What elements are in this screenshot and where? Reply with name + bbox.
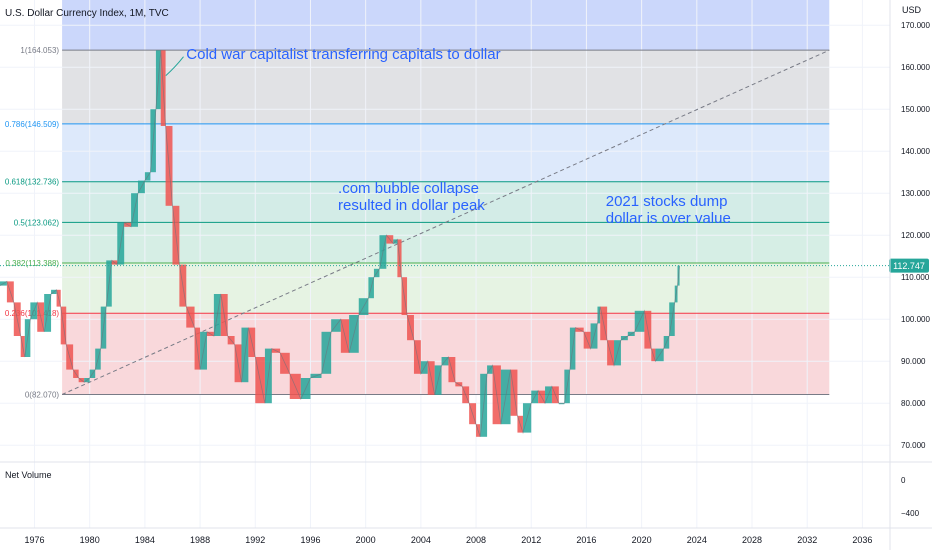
time-tick-label: 2008 [466,535,486,545]
annotation-text[interactable]: dollar is over value [606,210,731,227]
annotation-callout [165,56,184,76]
time-tick-label: 2024 [687,535,707,545]
fib-zone [62,181,830,223]
currency-label: USD [902,5,922,15]
time-tick-label: 1988 [190,535,210,545]
fib-zone [62,262,830,314]
net-volume-label: Net Volume [5,470,52,480]
time-tick-label: 1984 [135,535,155,545]
price-tick-label: 140.000 [901,147,930,156]
time-tick-label: 1976 [24,535,44,545]
fib-zone [62,123,830,182]
fib-levels: 1(164.053) 0.786(146.509) 0.618(132.736) 0.… [5,46,830,400]
time-tick-label: 2036 [852,535,872,545]
annotation-text[interactable]: Cold war capitalist transferring capital… [186,46,500,63]
price-bar [558,403,565,405]
time-tick-label: 2012 [521,535,541,545]
price-tick-label: 130.000 [901,189,930,198]
annotations[interactable]: Cold war capitalist transferring capital… [165,46,731,227]
price-tick-label: 90.000 [901,357,926,366]
last-price-label: 112.747 [893,261,925,271]
time-tick-label: 2020 [632,535,652,545]
price-tick-label: 120.000 [901,231,930,240]
annotation-text[interactable]: .com bubble collapse [338,180,479,197]
time-tick-label: 1992 [245,535,265,545]
grid [0,0,890,528]
volume-tick-label: −400 [901,509,920,518]
fib-zone [62,313,830,395]
annotation-text[interactable]: 2021 stocks dump [606,193,728,210]
fib-level-label: 0(82.070) [25,391,60,400]
dashed-trendline[interactable] [61,49,830,395]
price-tick-label: 160.000 [901,63,930,72]
time-tick-label: 1996 [300,535,320,545]
price-tick-label: 100.000 [901,315,930,324]
fib-level-label: 0.618(132.736) [5,178,60,187]
time-tick-label: 2032 [797,535,817,545]
volume-tick-label: 0 [901,476,906,485]
time-tick-label: 2000 [356,535,376,545]
fib-level-label: 0.5(123.062) [14,218,60,227]
time-tick-label: 2016 [576,535,596,545]
last-price-badge [889,258,929,273]
fib-level-label: 0.786(146.509) [5,120,60,129]
annotation-text[interactable]: resulted in dollar peak [338,197,485,214]
price-tick-label: 150.000 [901,105,930,114]
time-tick-label: 1980 [80,535,100,545]
time-tick-label: 2004 [411,535,431,545]
price-tick-label: 170.000 [901,21,930,30]
trendline[interactable] [61,49,830,395]
fib-level-label: 1(164.053) [20,46,59,55]
fib-zone [62,50,830,124]
price-tick-label: 110.000 [901,273,930,282]
fib-level-label: 0.382(113.388) [5,259,59,268]
chart-title: U.S. Dollar Currency Index, 1M, TVC [5,8,169,19]
price-tick-label: 80.000 [901,399,926,408]
time-tick-label: 2028 [742,535,762,545]
price-line [0,50,680,437]
volume-pane[interactable]: Net Volume 0 −400 [0,461,932,529]
price-series [0,50,680,437]
fib-zone [62,222,830,263]
price-tick-label: 70.000 [901,441,926,450]
time-axis[interactable]: 1976 1980 1984 1988 1992 1996 2000 2004 2008 2012… [24,535,872,545]
